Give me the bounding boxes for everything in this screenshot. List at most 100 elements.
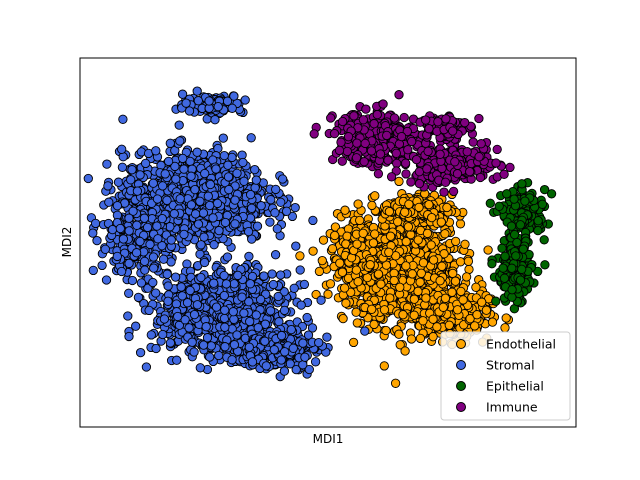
data-point <box>271 184 281 195</box>
data-point <box>158 329 168 340</box>
data-point <box>437 261 447 271</box>
data-point <box>146 330 156 340</box>
data-point <box>452 305 463 315</box>
data-point <box>227 152 237 163</box>
data-point <box>227 355 237 365</box>
data-point <box>498 263 508 273</box>
data-point <box>229 340 240 350</box>
data-point <box>367 200 377 211</box>
data-point <box>326 113 336 123</box>
data-point <box>100 244 110 254</box>
data-point <box>223 172 234 182</box>
data-point <box>237 292 247 302</box>
data-point <box>190 184 200 195</box>
data-point <box>509 229 520 240</box>
data-point <box>340 205 350 215</box>
data-point <box>214 350 224 361</box>
data-point <box>179 164 189 174</box>
data-point <box>169 209 179 219</box>
data-point <box>218 133 228 143</box>
data-point <box>267 269 277 279</box>
data-point <box>83 173 93 184</box>
data-point <box>171 299 182 309</box>
data-point <box>118 152 128 162</box>
data-point <box>281 206 292 216</box>
data-point <box>308 215 318 226</box>
data-point <box>211 302 222 312</box>
data-point <box>189 309 200 320</box>
data-point <box>421 293 431 303</box>
data-point <box>224 184 234 195</box>
data-point <box>428 332 438 342</box>
data-point <box>379 361 389 371</box>
data-point <box>90 218 101 229</box>
data-point <box>165 338 176 348</box>
data-point <box>163 281 173 291</box>
data-point <box>193 96 203 106</box>
data-point <box>190 209 201 219</box>
data-point <box>124 288 134 298</box>
data-point <box>245 279 255 289</box>
data-point <box>195 363 205 373</box>
data-point <box>210 115 220 125</box>
data-point <box>244 251 254 262</box>
data-point <box>239 176 249 186</box>
data-point <box>124 331 134 342</box>
data-point <box>189 347 199 357</box>
data-point <box>463 256 474 266</box>
data-point <box>187 337 197 347</box>
data-point <box>184 106 195 116</box>
data-point <box>184 323 194 333</box>
data-point <box>250 164 260 175</box>
data-point <box>414 202 424 213</box>
data-point <box>211 164 221 174</box>
data-point <box>373 269 384 279</box>
data-point <box>507 263 517 273</box>
data-point <box>440 229 450 239</box>
data-point <box>288 343 298 353</box>
data-point <box>246 133 256 143</box>
data-point <box>209 278 219 288</box>
data-point <box>407 269 417 279</box>
data-point <box>178 153 188 164</box>
data-point <box>440 293 451 303</box>
data-point <box>142 222 153 233</box>
data-point <box>260 336 270 346</box>
data-point <box>159 314 170 324</box>
data-point <box>145 239 155 250</box>
data-point <box>298 338 308 348</box>
data-point <box>353 277 363 287</box>
data-point <box>198 208 209 218</box>
data-point <box>185 285 195 296</box>
data-point <box>448 268 458 279</box>
data-point <box>140 158 151 169</box>
data-point <box>220 342 230 352</box>
data-point <box>458 295 468 305</box>
data-point <box>256 201 266 211</box>
data-point <box>295 251 305 261</box>
data-point <box>139 256 150 267</box>
data-point <box>276 197 286 207</box>
data-point <box>151 343 161 354</box>
data-point <box>160 169 170 179</box>
data-point <box>140 265 150 275</box>
data-point <box>317 255 327 266</box>
data-point <box>483 245 493 255</box>
data-point <box>222 252 233 262</box>
data-point <box>302 312 312 323</box>
data-point <box>201 322 211 332</box>
data-point <box>401 261 411 271</box>
data-point <box>416 268 426 278</box>
data-point <box>394 176 404 187</box>
data-point <box>515 275 526 285</box>
data-point <box>400 207 410 217</box>
data-point <box>229 279 239 289</box>
data-point <box>360 326 370 336</box>
data-point <box>223 160 233 170</box>
data-point <box>247 203 257 213</box>
data-point <box>428 255 439 265</box>
data-point <box>413 286 423 297</box>
data-point <box>135 347 146 358</box>
data-point <box>115 223 125 234</box>
data-point <box>127 275 138 286</box>
